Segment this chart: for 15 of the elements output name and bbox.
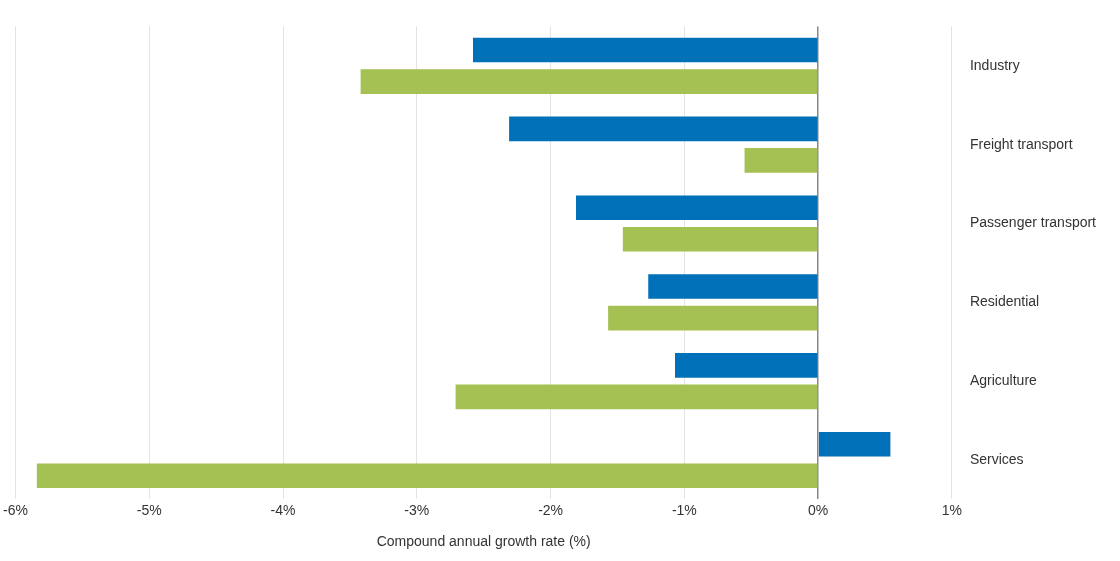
x-tick-label: -2% (538, 501, 564, 518)
y-tick-label: Services (969, 450, 1024, 467)
x-tick-label: -1% (671, 501, 697, 518)
y-tick-label: Freight transport (969, 135, 1073, 152)
x-tick-label: -4% (270, 501, 296, 518)
x-tick-label: 0% (808, 501, 829, 518)
y-tick-label: Agriculture (969, 372, 1038, 389)
x-tick-label: -3% (404, 501, 430, 518)
x-tick-label: 1% (941, 501, 963, 518)
x-axis-title: Compound annual growth rate (%) (376, 533, 591, 550)
y-tick-label: Passenger transport (969, 214, 1097, 231)
y-tick-label: Industry (969, 56, 1020, 73)
x-tick-label: -5% (136, 501, 162, 518)
y-tick-label: Residential (969, 293, 1040, 310)
x-tick-label: -6% (3, 501, 28, 518)
